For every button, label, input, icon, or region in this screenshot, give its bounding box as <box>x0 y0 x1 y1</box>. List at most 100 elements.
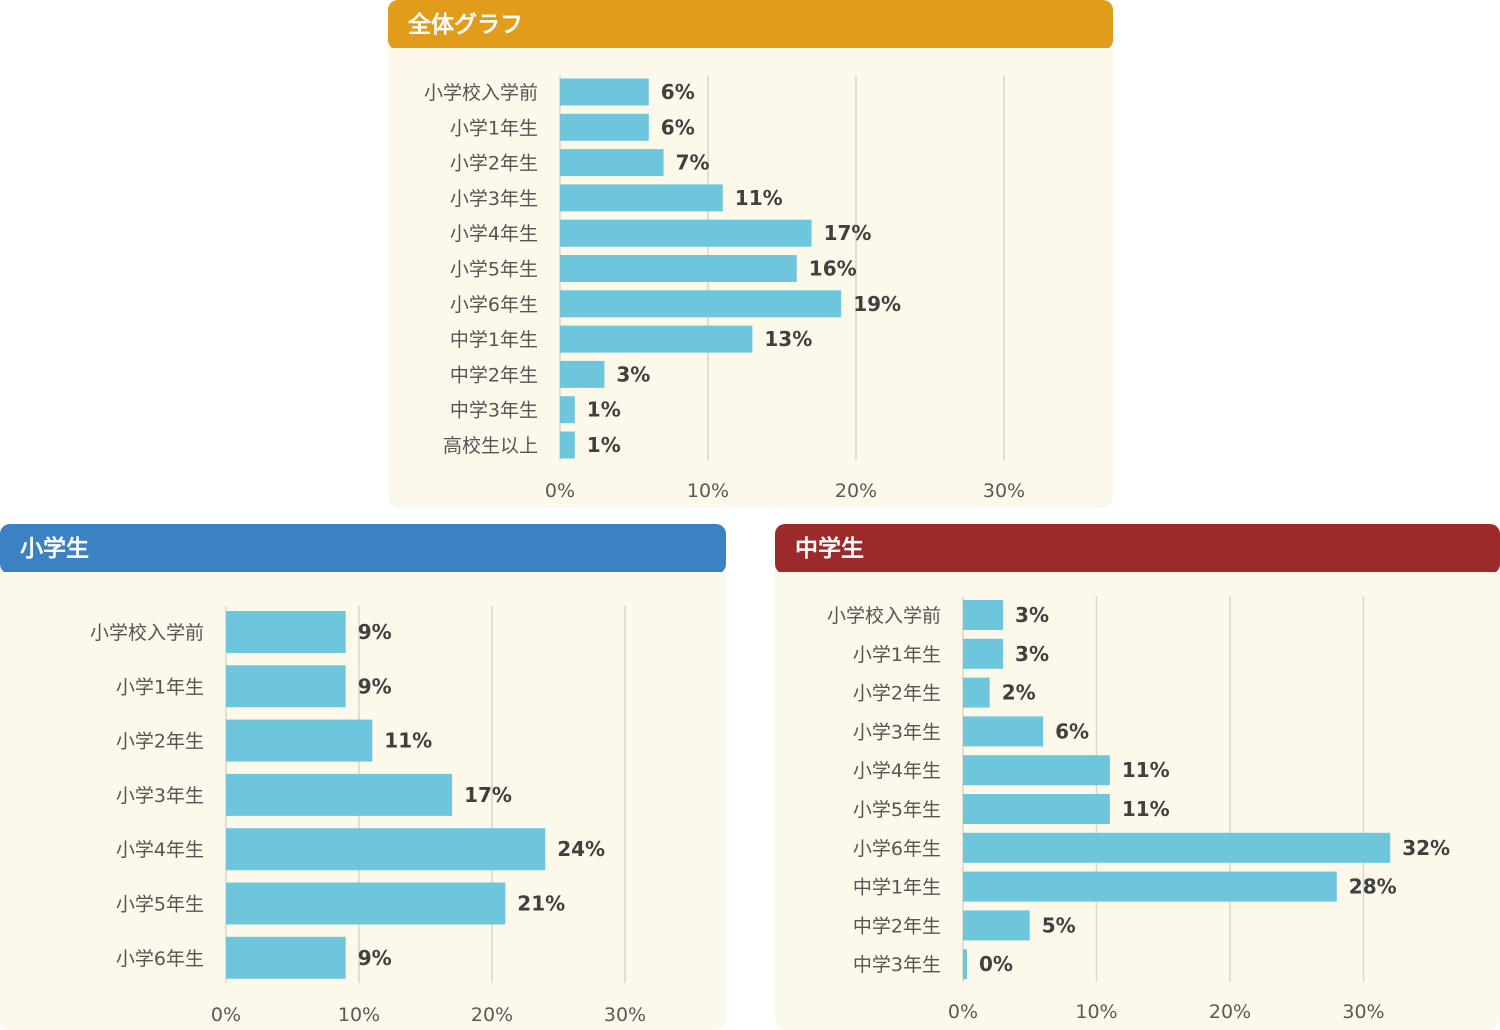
value-label-junior-1: 3% <box>1015 642 1049 666</box>
bar-overall-2 <box>560 149 664 177</box>
panel-overall: 全体グラフ 0% 10% 20% 30% 小学校入学前 6% 小学1年生 6% 小学2年生 7% 小… <box>388 0 1113 508</box>
value-label-overall-6: 19% <box>853 292 901 316</box>
value-label-junior-2: 2% <box>1002 681 1036 705</box>
value-label-overall-5: 16% <box>809 257 857 281</box>
value-label-junior-4: 11% <box>1122 758 1170 782</box>
bar-junior-1 <box>963 638 1004 669</box>
category-label-elementary-4: 小学4年生 <box>116 839 204 861</box>
bar-junior-0 <box>963 600 1004 630</box>
value-label-overall-0: 6% <box>661 80 695 104</box>
bar-overall-10 <box>560 431 575 459</box>
bar-elementary-1 <box>226 665 346 708</box>
bar-overall-3 <box>560 184 723 212</box>
x-tick-label-junior-20: 20% <box>1209 1001 1251 1023</box>
bar-overall-0 <box>560 78 649 106</box>
value-label-junior-7: 28% <box>1349 875 1397 899</box>
value-label-junior-9: 0% <box>979 952 1013 976</box>
x-tick-label-junior-10: 10% <box>1075 1001 1117 1023</box>
category-label-junior-8: 中学2年生 <box>853 915 941 937</box>
bar-elementary-4 <box>226 828 546 871</box>
bar-elementary-0 <box>226 611 346 653</box>
value-label-elementary-4: 24% <box>557 837 605 861</box>
bar-elementary-3 <box>226 773 453 816</box>
value-label-junior-0: 3% <box>1015 603 1049 627</box>
bar-junior-4 <box>963 755 1110 786</box>
bar-junior-3 <box>963 716 1044 747</box>
category-label-overall-6: 小学6年生 <box>450 294 538 316</box>
bar-overall-9 <box>560 396 575 424</box>
category-label-junior-6: 小学6年生 <box>853 838 941 860</box>
bar-junior-9 <box>963 949 968 980</box>
category-label-junior-5: 小学5年生 <box>853 799 941 821</box>
bar-junior-6 <box>963 832 1391 863</box>
panel-overall-title: 全体グラフ <box>388 0 1113 50</box>
bar-overall-5 <box>560 255 797 282</box>
x-tick-label-overall-10: 10% <box>687 480 729 502</box>
chart-elementary: 0% 10% 20% 30% 小学校入学前 9% 小学1年生 9% 小学2年生 11% 小学3年生 1… <box>90 605 646 1026</box>
bar-overall-7 <box>560 325 753 353</box>
value-label-elementary-5: 21% <box>517 892 565 916</box>
x-tick-label-elementary-30: 30% <box>604 1004 646 1026</box>
bar-junior-8 <box>963 910 1030 941</box>
category-label-overall-3: 小学3年生 <box>450 188 538 210</box>
category-label-junior-3: 小学3年生 <box>853 721 941 743</box>
x-tick-label-overall-20: 20% <box>835 480 877 502</box>
category-label-overall-8: 中学2年生 <box>450 364 538 386</box>
chart-junior: 0% 10% 20% 30% 小学校入学前 3% 小学1年生 3% 小学2年生 2% 小学3年生 6%… <box>827 596 1450 1023</box>
x-tick-label-junior-30: 30% <box>1342 1001 1384 1023</box>
value-label-overall-3: 11% <box>735 186 783 210</box>
category-label-elementary-3: 小学3年生 <box>116 785 204 807</box>
category-label-overall-4: 小学4年生 <box>450 223 538 245</box>
category-label-elementary-1: 小学1年生 <box>116 676 204 698</box>
panel-junior: 中学生 0% 10% 20% 30% 小学校入学前 3% 小学1年生 3% 小学2年生 2% 小学3… <box>775 524 1500 1030</box>
category-label-overall-2: 小学2年生 <box>450 153 538 175</box>
category-label-elementary-6: 小学6年生 <box>116 948 204 970</box>
bar-elementary-5 <box>226 882 506 925</box>
value-label-overall-10: 1% <box>587 433 621 457</box>
bar-overall-8 <box>560 360 605 388</box>
x-tick-label-overall-0: 0% <box>545 480 575 502</box>
bar-overall-6 <box>560 290 842 318</box>
bar-overall-4 <box>560 219 812 247</box>
value-label-junior-6: 32% <box>1402 836 1450 860</box>
panel-junior-title: 中学生 <box>775 524 1500 574</box>
bar-elementary-6 <box>226 936 346 979</box>
x-tick-label-elementary-20: 20% <box>471 1004 513 1026</box>
category-label-junior-4: 小学4年生 <box>853 760 941 782</box>
value-label-overall-7: 13% <box>764 327 812 351</box>
value-label-elementary-0: 9% <box>358 620 392 644</box>
x-tick-label-elementary-0: 0% <box>211 1004 241 1026</box>
category-label-overall-7: 中学1年生 <box>450 329 538 351</box>
x-tick-label-elementary-10: 10% <box>338 1004 380 1026</box>
value-label-elementary-1: 9% <box>358 674 392 698</box>
value-label-elementary-2: 11% <box>384 729 432 753</box>
value-label-junior-8: 5% <box>1042 913 1076 937</box>
panel-junior-body <box>775 572 1500 1030</box>
value-label-overall-9: 1% <box>587 398 621 422</box>
value-label-overall-4: 17% <box>824 221 872 245</box>
x-tick-label-junior-0: 0% <box>948 1001 978 1023</box>
category-label-junior-2: 小学2年生 <box>853 683 941 705</box>
bar-overall-1 <box>560 113 649 141</box>
category-label-overall-0: 小学校入学前 <box>424 82 538 104</box>
value-label-overall-1: 6% <box>661 115 695 139</box>
category-label-overall-10: 高校生以上 <box>443 435 538 457</box>
value-label-overall-8: 3% <box>616 362 650 386</box>
category-label-junior-7: 中学1年生 <box>853 877 941 899</box>
value-label-elementary-3: 17% <box>464 783 512 807</box>
bar-junior-2 <box>963 677 990 708</box>
bar-elementary-2 <box>226 719 373 762</box>
panel-elementary: 小学生 0% 10% 20% 30% 小学校入学前 9% 小学1年生 9% 小学2年生 11% 小学… <box>0 524 726 1030</box>
category-label-overall-9: 中学3年生 <box>450 400 538 422</box>
value-label-overall-2: 7% <box>676 151 710 175</box>
category-label-junior-9: 中学3年生 <box>853 954 941 976</box>
value-label-junior-3: 6% <box>1055 719 1089 743</box>
category-label-junior-0: 小学校入学前 <box>827 605 941 627</box>
panel-elementary-title: 小学生 <box>0 524 726 574</box>
bar-junior-5 <box>963 794 1110 824</box>
x-tick-label-overall-30: 30% <box>983 480 1025 502</box>
category-label-overall-1: 小学1年生 <box>450 117 538 139</box>
category-label-junior-1: 小学1年生 <box>853 644 941 666</box>
bar-junior-7 <box>963 871 1337 902</box>
category-label-elementary-0: 小学校入学前 <box>90 622 204 644</box>
